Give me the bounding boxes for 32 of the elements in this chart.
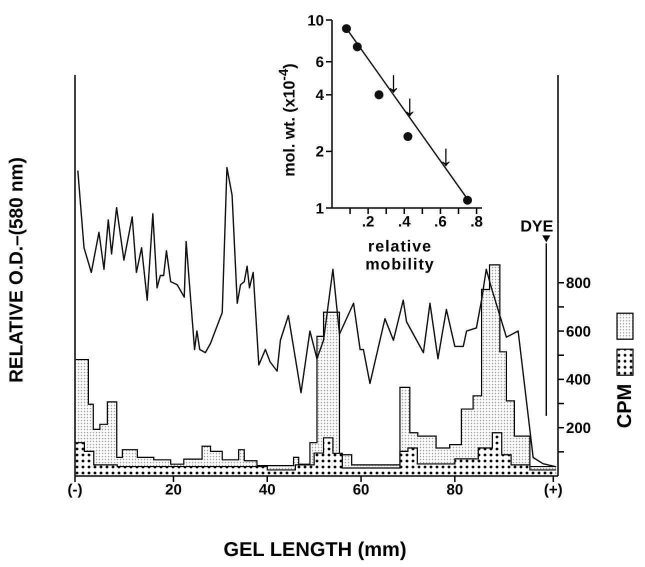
point [463, 196, 472, 205]
x-tick-label: .8 [470, 214, 483, 231]
y2-axis-title: CPM [614, 384, 636, 428]
point [352, 42, 362, 52]
y-tick-label: 6 [316, 54, 324, 72]
x-tick-label: 40 [258, 482, 276, 499]
x-tick-label: .2 [362, 214, 374, 231]
annotation: ↓ [438, 140, 454, 173]
annotation: ↓ [402, 89, 418, 122]
y2-tick-label: 200 [566, 420, 592, 438]
x-axis-title: relative mobility [364, 238, 436, 274]
x-tick-label: 60 [352, 482, 370, 499]
y-tick-label: 10 [307, 12, 324, 30]
y-tick-label: 4 [316, 87, 325, 104]
x-tick-label: (-) [68, 482, 82, 499]
x-axis-title: GEL LENGTH (mm) [224, 539, 406, 561]
point [374, 90, 384, 100]
x-tick-label: .6 [434, 214, 447, 231]
annotation: ↓ [386, 66, 401, 99]
y-axis-title: RELATIVE O.D.–(580 nm) [6, 157, 28, 383]
ref-line-label: DYE [520, 218, 554, 236]
y-tick-label: 2 [316, 144, 324, 161]
point [342, 24, 351, 34]
x-tick-label: (+) [544, 482, 563, 499]
x-tick-label: 20 [165, 482, 182, 499]
point [403, 132, 412, 142]
y2-tick-label: 600 [566, 323, 592, 340]
y2-tick-label: 400 [566, 372, 592, 389]
x-tick-label: 80 [446, 482, 464, 499]
y-tick-label: 1 [316, 200, 324, 218]
y2-tick-label: 800 [566, 275, 592, 292]
x-tick-label: .4 [398, 214, 412, 231]
